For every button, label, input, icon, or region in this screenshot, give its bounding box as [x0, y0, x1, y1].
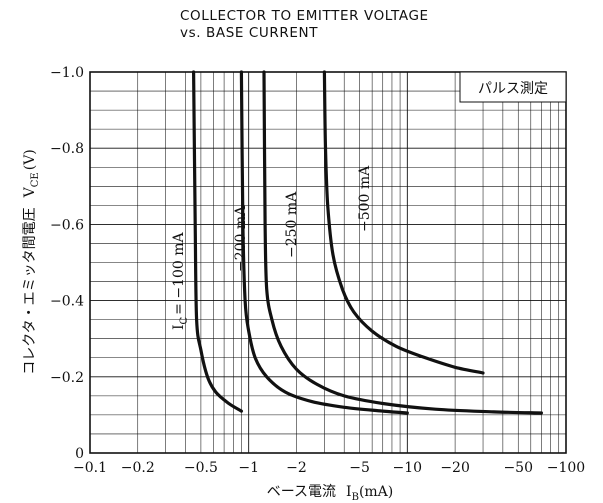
chart-title-line-2: vs. BASE CURRENT — [180, 25, 318, 41]
x-tick-label: −0.5 — [184, 460, 218, 476]
x-tick-label: −2 — [286, 460, 307, 476]
grid — [90, 72, 566, 453]
curve-label-200ma: −200 mA — [233, 205, 249, 272]
annotation-text: パルス測定 — [478, 81, 548, 97]
x-tick-label: −0.2 — [121, 460, 155, 476]
series-line-3 — [262, 70, 543, 415]
x-tick-label: −0.1 — [73, 460, 107, 476]
y-ticks: 0 −0.2 −0.4 −0.6 −0.8 −1.0 — [50, 65, 84, 462]
y-tick-label: −1.0 — [50, 65, 84, 81]
x-ticks: −0.1 −0.2 −0.5 −1 −2 −5 −10 −20 −50 −100 — [73, 460, 585, 476]
plot-frame — [89, 71, 567, 454]
curves — [192, 70, 543, 415]
y-axis-label: コレクタ・エミッタ間電圧VCE(V) — [22, 149, 41, 375]
curve-label-250ma: −250 mA — [284, 191, 300, 258]
curve-label-500ma: −500 mA — [357, 165, 373, 232]
y-tick-label: 0 — [75, 446, 84, 462]
annotation-box — [459, 71, 567, 103]
x-tick-label: −1 — [238, 460, 259, 476]
x-tick-label: −50 — [503, 460, 533, 476]
series-line-4 — [322, 70, 485, 375]
y-tick-label: −0.8 — [50, 141, 84, 157]
x-tick-label: −100 — [547, 460, 585, 476]
series-line-1 — [192, 70, 243, 413]
x-tick-label: −20 — [440, 460, 470, 476]
y-tick-label: −0.6 — [50, 217, 84, 233]
curve-label-100ma: IC= −100 mA — [171, 231, 190, 330]
x-tick-label: −10 — [393, 460, 423, 476]
y-tick-label: −0.2 — [50, 370, 84, 386]
x-axis-label: ベース電流 IB(mA) — [267, 484, 394, 503]
chart-title-line-1: COLLECTOR TO EMITTER VOLTAGE — [180, 8, 429, 24]
x-tick-label: −5 — [349, 460, 370, 476]
series-line-2 — [239, 70, 409, 415]
y-tick-label: −0.4 — [50, 294, 84, 310]
